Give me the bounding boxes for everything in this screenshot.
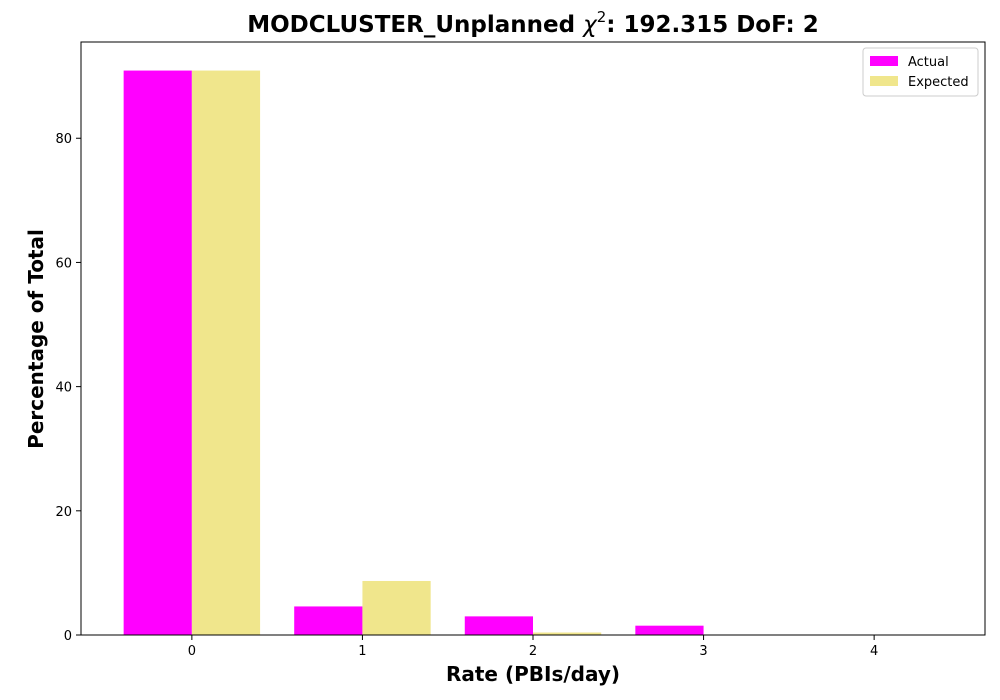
bar-expected-2 [533,632,602,635]
chart-title: MODCLUSTER_Unplanned χ2: 192.315 DoF: 2 [247,8,819,38]
y-tick-label: 80 [55,132,72,147]
title-superscript: 2 [597,8,607,26]
y-axis-label: Percentage of Total [24,229,48,449]
y-tick-label: 60 [55,256,72,271]
bar-actual-2 [464,616,533,635]
x-tick-label: 1 [358,644,366,659]
bar-expected-0 [191,70,261,635]
x-tick-label: 4 [870,644,878,659]
legend-label-actual: Actual [908,55,949,70]
legend: Actual Expected [862,47,979,97]
x-tick-label: 3 [699,644,707,659]
y-tick-label: 0 [64,629,72,644]
x-tick-label: 2 [529,644,537,659]
bar-actual-1 [294,606,363,635]
bar-actual-3 [635,625,704,635]
x-tick-label: 0 [188,644,196,659]
bar-actual-0 [123,70,192,635]
legend-swatch-actual [870,56,898,66]
legend-swatch-expected [870,76,898,86]
title-chi-symbol: χ [581,12,598,38]
y-tick-label: 40 [55,381,72,396]
title-suffix: : 192.315 DoF: 2 [606,12,819,38]
x-axis-label: Rate (PBIs/day) [446,662,620,686]
title-prefix: MODCLUSTER_Unplanned [247,12,583,38]
bar-expected-1 [362,580,431,635]
legend-label-expected: Expected [908,75,969,90]
y-tick-label: 20 [55,505,72,520]
